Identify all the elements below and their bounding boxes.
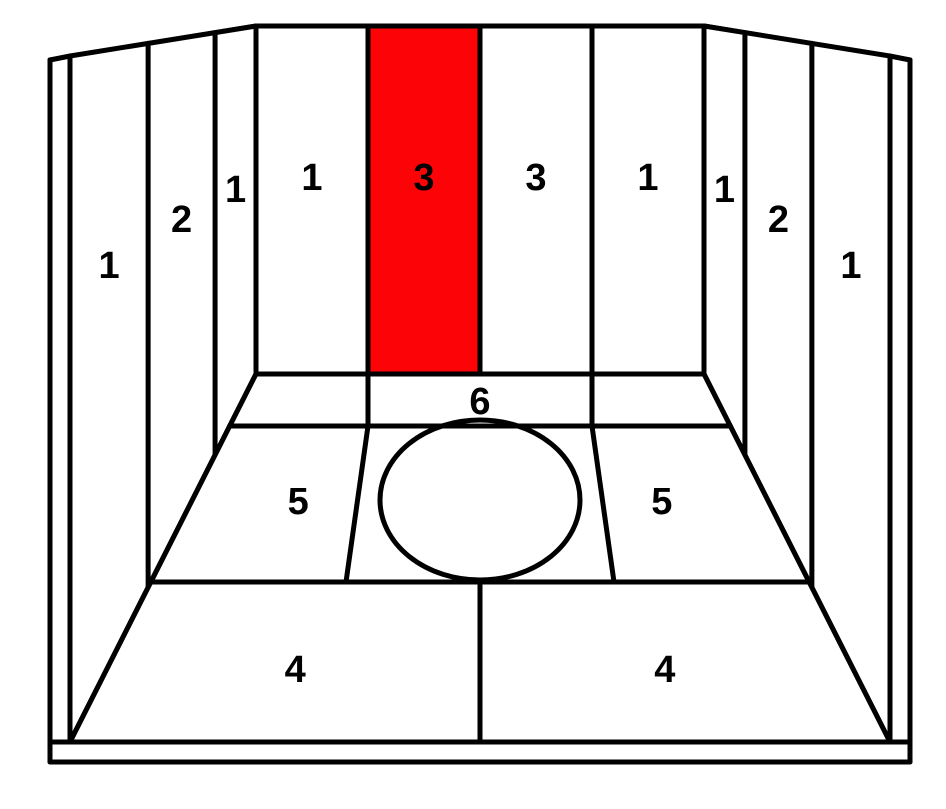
floor-label-5r: 5: [651, 481, 672, 523]
left-wall-label-2: 1: [225, 169, 246, 211]
right-wall-label-1: 2: [768, 199, 789, 241]
floor-label-5l: 5: [288, 481, 309, 523]
back-wall-panel-1: [368, 26, 480, 374]
left-wall-label-1: 2: [171, 199, 192, 241]
back-wall-panel-2: [480, 26, 592, 374]
right-wall-label-0: 1: [714, 169, 735, 211]
right-wall-outer-edge: [890, 56, 910, 742]
back-wall-panel-3: [592, 26, 704, 374]
left-wall-outer-edge: [50, 56, 70, 742]
back-wall-panel-0: [256, 26, 368, 374]
floor-label-4l: 4: [285, 649, 306, 691]
front-base-strip: [50, 742, 910, 762]
right-wall-label-2: 1: [840, 245, 861, 287]
floor-label-4r: 4: [654, 649, 675, 691]
left-wall-label-0: 1: [98, 245, 119, 287]
back-wall-label-2: 3: [525, 157, 546, 199]
back-wall-label-3: 1: [637, 157, 658, 199]
back-wall-label-1: 3: [413, 157, 434, 199]
floor-label-6: 6: [469, 381, 490, 423]
back-wall-label-0: 1: [301, 157, 322, 199]
